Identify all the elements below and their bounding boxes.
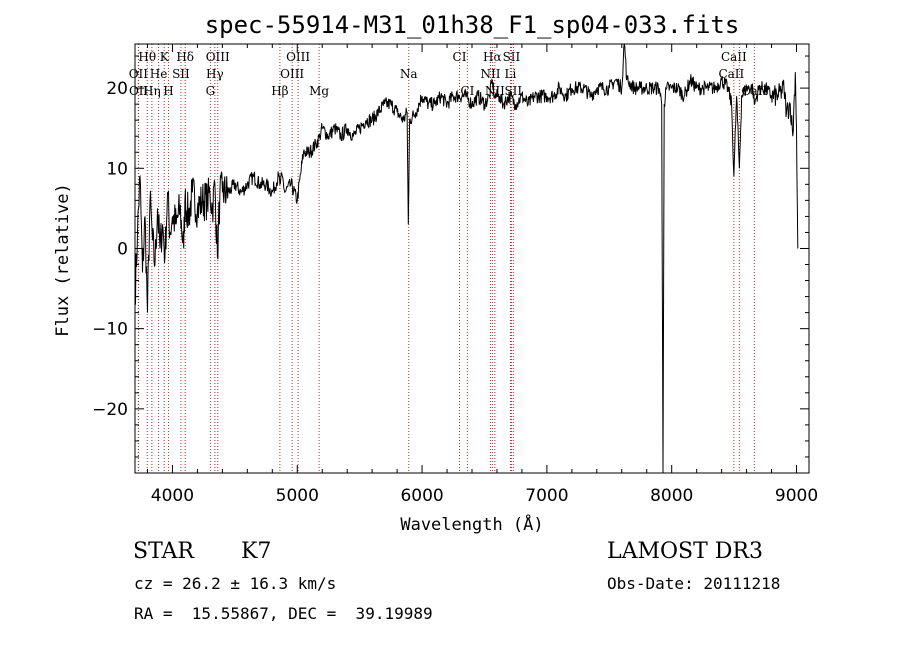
- y-tick-label: 20: [106, 79, 128, 99]
- spectral-line-label: H: [163, 84, 173, 98]
- coordinates: RA = 15.55867, DEC = 39.19989: [134, 604, 433, 623]
- spectral-line-label: Na: [400, 67, 418, 81]
- velocity-readout: cz = 26.2 ± 16.3 km/s: [134, 574, 337, 593]
- x-tick-label: 4000: [151, 486, 194, 506]
- subclass: K7: [241, 539, 272, 564]
- spectral-line-label: OIII: [286, 50, 310, 64]
- x-tick-label: 9000: [775, 486, 818, 506]
- spectral-line-label: OIII: [280, 67, 304, 81]
- spectral-line-label: CaII: [718, 67, 744, 81]
- spectral-line-label: SII: [504, 84, 522, 98]
- spectral-line-label: NII: [480, 67, 500, 81]
- y-axis-label: Flux (relative): [53, 183, 73, 337]
- x-tick-label: 5000: [276, 486, 319, 506]
- flux-line: [134, 43, 799, 474]
- axes-ticks: 4000 5000 6000 7000 8000 9000 −20 −10 0 10 20: [92, 44, 818, 506]
- y-tick-label: −20: [92, 400, 128, 420]
- spectral-line-label: Hβ: [271, 84, 288, 98]
- spectral-line-label: OIII: [206, 50, 230, 64]
- y-tick-label: 10: [106, 159, 128, 179]
- spectral-line-label: Hγ: [206, 67, 224, 81]
- flux-series: [134, 43, 799, 474]
- x-tick-label: 6000: [400, 486, 443, 506]
- spectral-line-label: Hα: [483, 50, 502, 64]
- spectral-line-label: Li: [505, 67, 517, 81]
- chart-title: spec-55914-M31_01h38_F1_sp04-033.fits: [205, 11, 740, 39]
- spectral-line-label: Hη: [143, 84, 161, 98]
- x-tick-label: 7000: [525, 486, 568, 506]
- spectral-line-label: OII: [129, 84, 149, 98]
- spectral-line-label: Hθ: [138, 50, 156, 64]
- survey-name: LAMOST DR3: [607, 539, 763, 564]
- y-tick-label: −10: [92, 320, 128, 340]
- spectral-line-label: Hδ: [176, 50, 194, 64]
- spectral-line-label: He: [150, 67, 168, 81]
- spectral-line-label: K: [160, 50, 170, 64]
- x-axis-label: Wavelength (Å): [400, 513, 543, 535]
- spectral-line-label: CaII: [721, 50, 747, 64]
- y-tick-label: 0: [117, 239, 128, 259]
- object-class: STAR: [133, 539, 194, 564]
- spectral-line-label: Mg: [309, 84, 329, 98]
- spectral-line-label: G: [206, 84, 216, 98]
- obs-date: Obs-Date: 20111218: [607, 574, 781, 593]
- plot-frame: [134, 43, 810, 474]
- spectral-line-label: CI: [453, 50, 467, 64]
- spectral-line-label: SII: [172, 67, 190, 81]
- x-tick-label: 8000: [650, 486, 693, 506]
- spectral-line-label: SII: [503, 50, 521, 64]
